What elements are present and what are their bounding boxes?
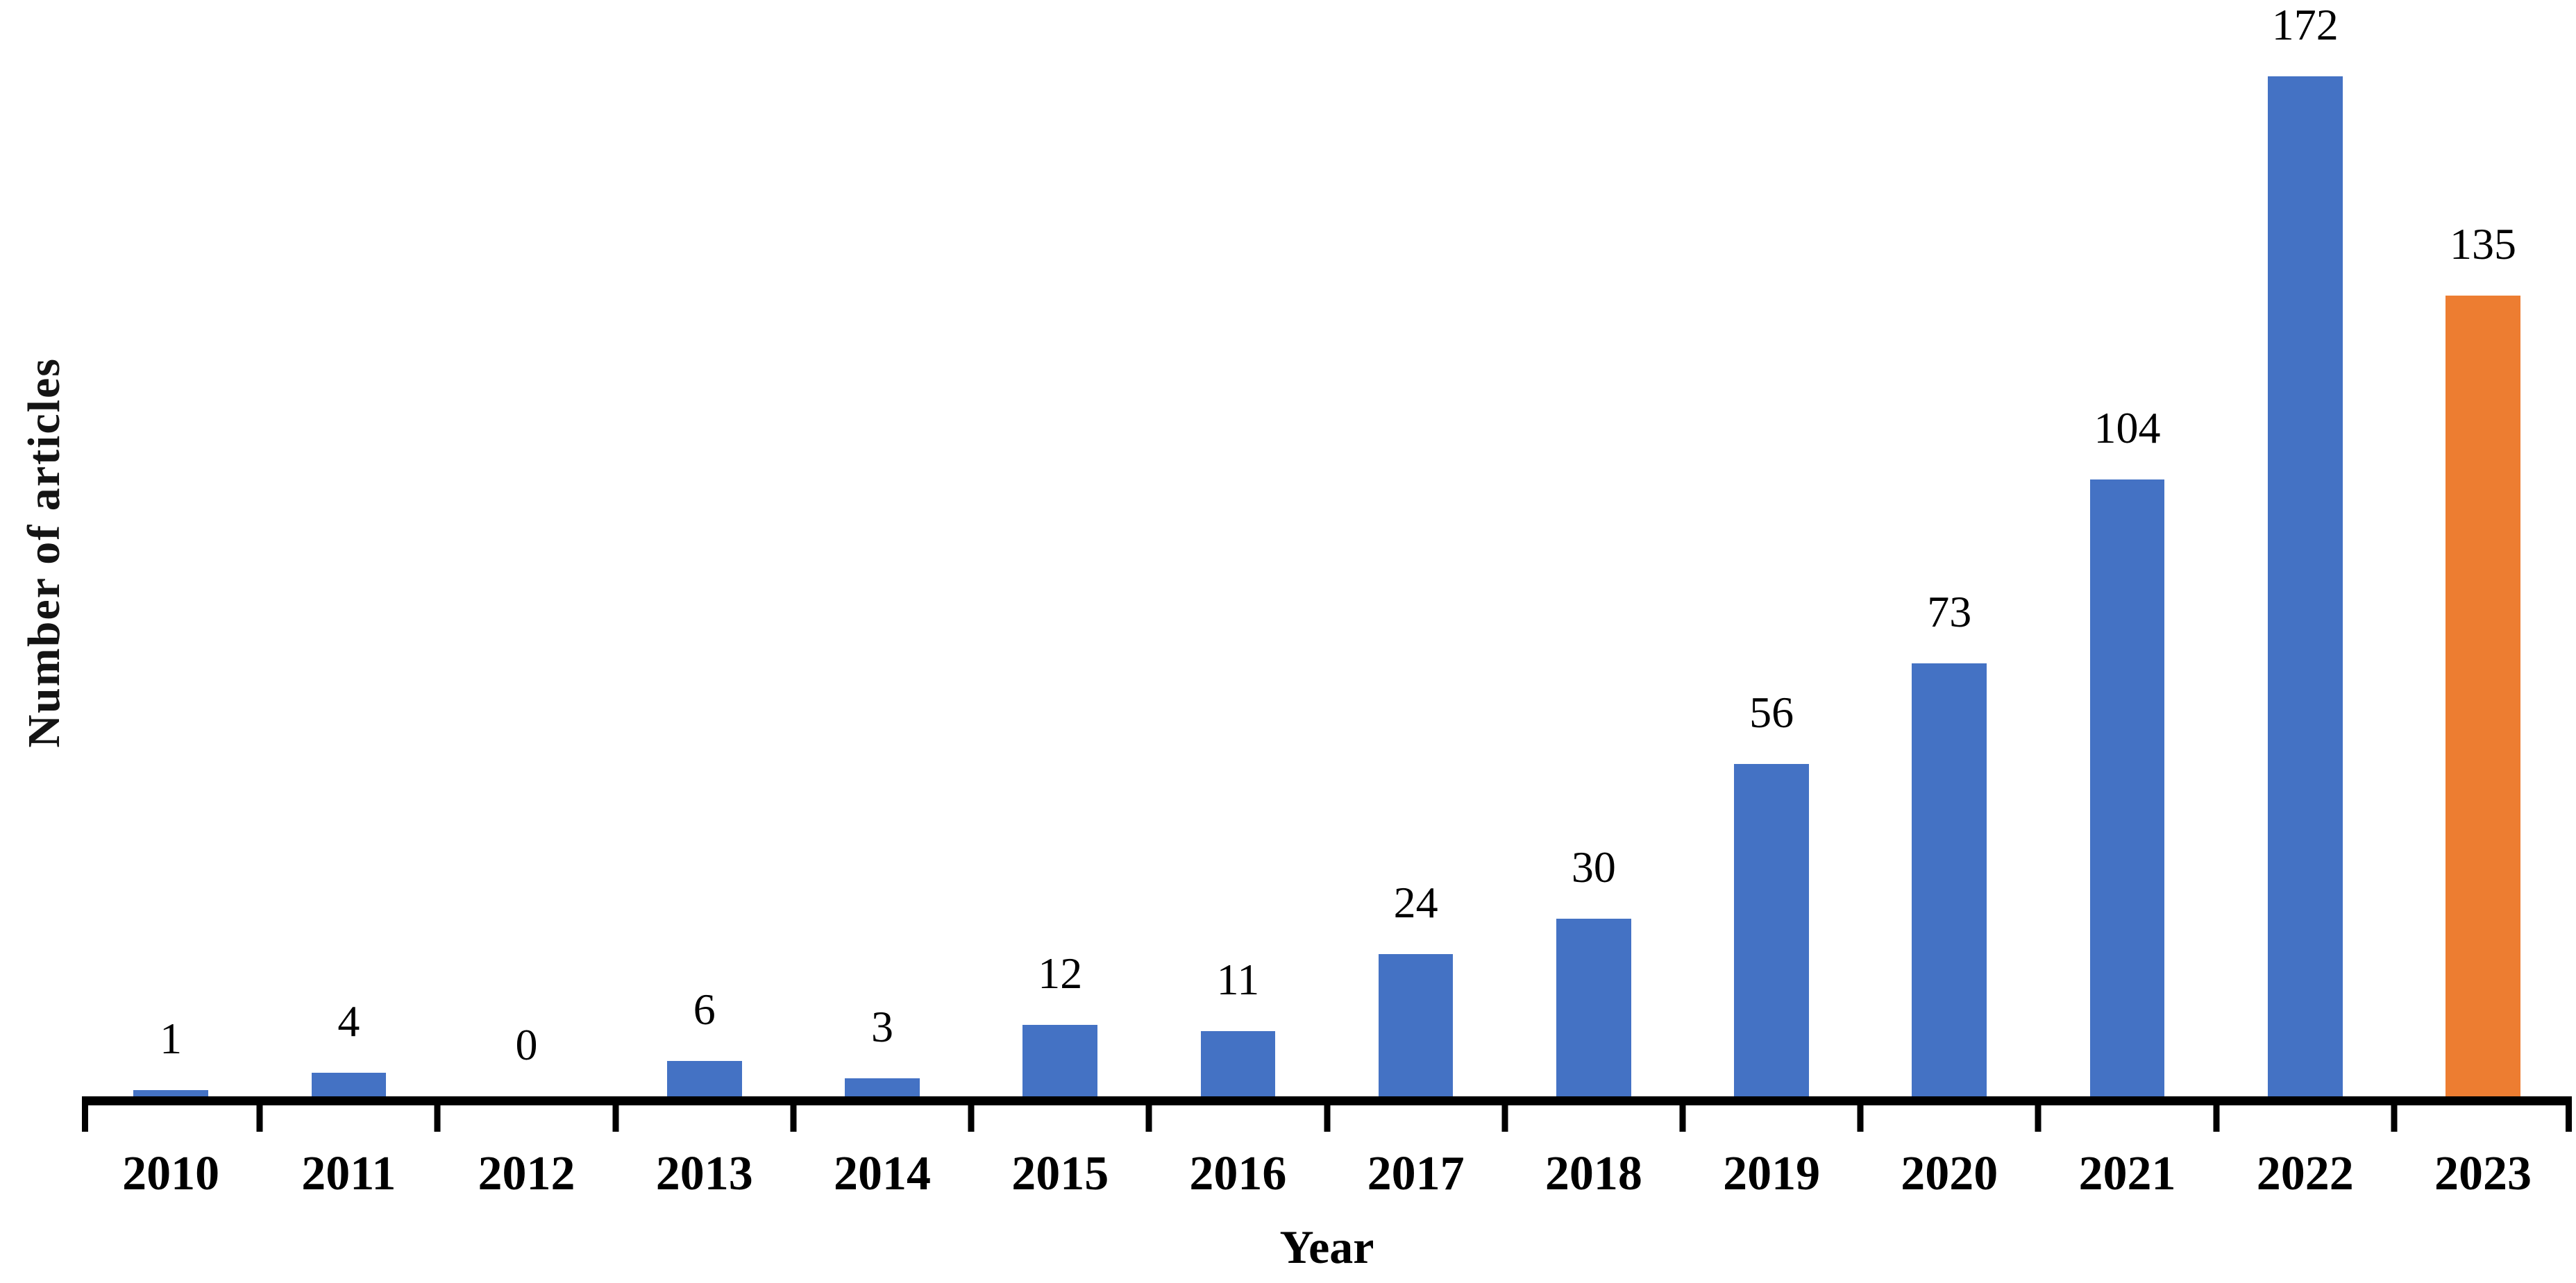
axis-tick [1324, 1105, 1330, 1132]
axis-tick [2391, 1105, 2398, 1132]
x-tick-label-2019: 2019 [1723, 1147, 1821, 1200]
axis-tick [2566, 1105, 2572, 1132]
bar-2013 [666, 1060, 742, 1096]
bar-2023 [2445, 296, 2520, 1096]
x-axis-ticks [82, 1105, 2572, 1132]
axis-tick [256, 1105, 263, 1132]
value-label-2021: 104 [2094, 403, 2161, 453]
bar-2016 [1200, 1031, 1276, 1096]
category-band-2020: 73 [1860, 0, 2038, 1096]
category-band-2013: 6 [616, 0, 793, 1096]
bar-2015 [1022, 1025, 1097, 1096]
x-tick-label-2013: 2013 [655, 1147, 753, 1200]
x-tick-label-2014: 2014 [833, 1147, 931, 1200]
value-label-2022: 172 [2271, 0, 2339, 49]
y-axis-title: Number of articles [19, 357, 69, 748]
value-label-2017: 24 [1393, 877, 1438, 927]
value-label-2019: 56 [1749, 688, 1794, 738]
x-tick-label-2015: 2015 [1011, 1147, 1109, 1200]
x-tick-label-2016: 2016 [1189, 1147, 1287, 1200]
bar-2011 [311, 1072, 387, 1096]
category-band-2023: 135 [2394, 0, 2572, 1096]
category-band-2016: 11 [1149, 0, 1327, 1096]
category-band-2014: 3 [793, 0, 971, 1096]
bar-2010 [133, 1090, 208, 1096]
category-band-2010: 1 [82, 0, 260, 1096]
plot-column: 1 4 0 6 3 12 11 24 30 56 73 104 172 135 2010 2011 2012 2… [82, 0, 2572, 1271]
value-label-2012: 0 [515, 1020, 538, 1069]
value-label-2014: 3 [870, 1002, 893, 1052]
bar-2018 [1556, 918, 1631, 1096]
bar-2019 [1734, 764, 1809, 1096]
axis-tick [612, 1105, 619, 1132]
axis-tick [1857, 1105, 1864, 1132]
axis-tick [2035, 1105, 2042, 1132]
plot-area: 1 4 0 6 3 12 11 24 30 56 73 104 172 135 [82, 0, 2572, 1105]
axis-tick [968, 1105, 975, 1132]
value-label-2016: 11 [1216, 955, 1260, 1004]
category-band-2015: 12 [971, 0, 1149, 1096]
axis-tick [2213, 1105, 2220, 1132]
x-axis-title: Year [1279, 1221, 1374, 1273]
value-label-2010: 1 [160, 1014, 183, 1064]
category-band-2012: 0 [437, 0, 615, 1096]
value-label-2023: 135 [2449, 219, 2516, 269]
x-tick-label-2011: 2011 [301, 1147, 396, 1200]
axis-tick [82, 1105, 88, 1132]
x-tick-label-2010: 2010 [122, 1147, 220, 1200]
y-axis-title-wrap: Number of articles [10, 0, 79, 1105]
axis-tick [1145, 1105, 1152, 1132]
x-axis-title-row: Year [82, 1223, 2572, 1271]
x-tick-label-2020: 2020 [1901, 1147, 1998, 1200]
value-label-2020: 73 [1927, 587, 1972, 637]
bar-2022 [2267, 76, 2343, 1096]
category-band-2022: 172 [2216, 0, 2394, 1096]
category-band-2018: 30 [1505, 0, 1683, 1096]
x-axis-tick-labels: 2010 2011 2012 2013 2014 2015 2016 2017 2018 2019… [82, 1150, 2572, 1198]
category-band-2019: 56 [1683, 0, 1860, 1096]
x-tick-label-2021: 2021 [2078, 1147, 2176, 1200]
category-band-2017: 24 [1327, 0, 1505, 1096]
x-tick-label-2018: 2018 [1544, 1147, 1642, 1200]
axis-tick [1501, 1105, 1508, 1132]
axis-tick [790, 1105, 797, 1132]
x-tick-label-2017: 2017 [1367, 1147, 1465, 1200]
axis-tick [434, 1105, 441, 1132]
value-label-2013: 6 [693, 984, 716, 1034]
x-tick-label-2012: 2012 [478, 1147, 575, 1200]
bar-2020 [1912, 663, 1987, 1096]
category-band-2011: 4 [260, 0, 437, 1096]
bar-2021 [2089, 479, 2165, 1096]
value-label-2015: 12 [1038, 949, 1083, 999]
x-tick-label-2023: 2023 [2434, 1147, 2532, 1200]
axis-tick [1679, 1105, 1686, 1132]
bar-2017 [1378, 953, 1454, 1096]
category-band-2021: 104 [2038, 0, 2216, 1096]
value-label-2018: 30 [1571, 842, 1616, 892]
x-tick-label-2022: 2022 [2256, 1147, 2354, 1200]
bar-2014 [845, 1078, 920, 1096]
value-label-2011: 4 [337, 996, 360, 1046]
